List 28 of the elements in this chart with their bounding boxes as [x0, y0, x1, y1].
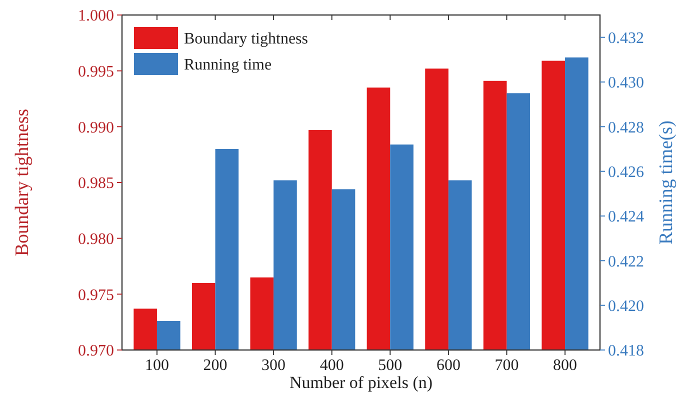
y-tick-label: 0.995 — [78, 63, 114, 80]
legend-label: Running time — [184, 56, 272, 74]
x-tick-label: 300 — [262, 357, 286, 374]
y2-tick-label: 0.418 — [608, 342, 644, 360]
x-tick-label: 700 — [494, 357, 519, 374]
y-tick-label: 0.980 — [78, 230, 114, 248]
y2-tick-label: 0.428 — [608, 119, 644, 136]
x-tick-label: 200 — [203, 357, 228, 374]
y-tick-label: 0.985 — [78, 175, 114, 192]
x-axis-title: Number of pixels (n) — [289, 373, 433, 392]
y-tick-label: 0.975 — [78, 286, 114, 304]
x-tick-label: 400 — [320, 357, 344, 374]
x-tick-label: 100 — [144, 357, 169, 374]
y-tick-label: 0.970 — [78, 342, 114, 360]
y2-tick-label: 0.430 — [608, 74, 644, 92]
y2-tick-label: 0.422 — [608, 253, 644, 270]
y-axis-title: Boundary tightness — [12, 108, 33, 256]
x-tick-label: 600 — [436, 357, 460, 374]
y2-tick-label: 0.426 — [608, 164, 644, 181]
y2-tick-label: 0.424 — [608, 208, 644, 226]
legend-label: Boundary tightness — [184, 30, 308, 48]
x-tick-label: 500 — [378, 357, 402, 374]
y2-axis-title: Running time(s) — [656, 120, 677, 245]
y2-tick-label: 0.420 — [608, 298, 644, 315]
y-tick-label: 0.990 — [78, 119, 114, 136]
y-tick-label: 1.000 — [78, 8, 114, 25]
y2-tick-label: 0.432 — [608, 30, 644, 47]
x-tick-label: 800 — [553, 357, 578, 374]
